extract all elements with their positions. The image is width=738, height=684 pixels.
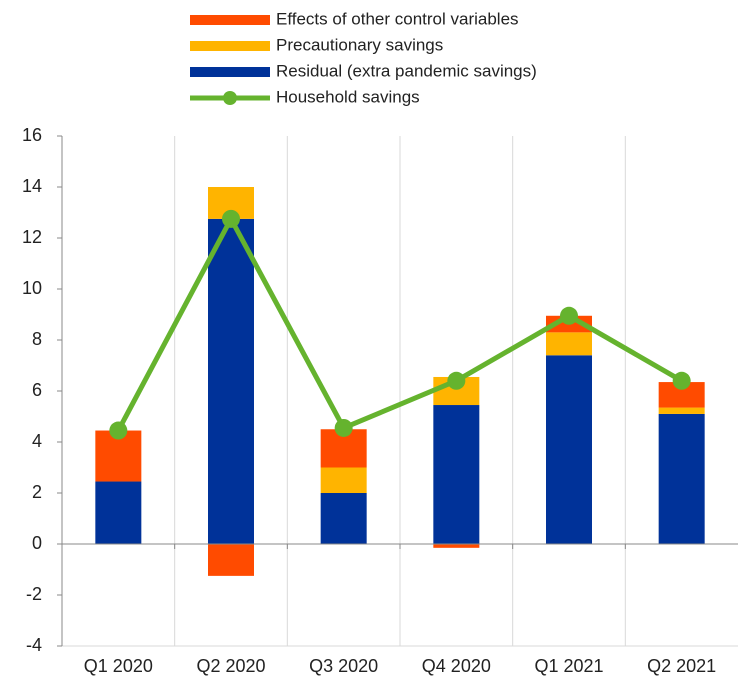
bar-segment <box>320 493 367 544</box>
legend-swatch <box>190 67 270 77</box>
y-tick-label: 12 <box>22 227 42 247</box>
y-tick-label: 0 <box>32 533 42 553</box>
bar-segment <box>433 405 480 544</box>
x-tick-label: Q1 2021 <box>534 656 603 676</box>
legend-label: Effects of other control variables <box>276 9 519 28</box>
bar-segment <box>320 467 367 493</box>
bar-segment <box>433 544 480 548</box>
bar-segment <box>546 355 592 544</box>
bar-segment <box>208 218 254 544</box>
x-tick-label: Q2 2021 <box>647 656 716 676</box>
y-tick-label: -4 <box>26 635 42 655</box>
bar-segment <box>658 407 705 414</box>
line-marker <box>672 371 691 390</box>
line <box>116 213 683 432</box>
y-tick-label: 4 <box>32 431 42 451</box>
line-marker <box>334 418 353 437</box>
bar-segment <box>546 332 592 356</box>
y-tick-label: 8 <box>32 329 42 349</box>
x-tick-label: Q4 2020 <box>422 656 491 676</box>
bar-segment <box>95 481 142 544</box>
legend-swatch <box>190 41 270 51</box>
y-tick-label: 14 <box>22 176 42 196</box>
line-marker <box>109 421 128 440</box>
legend-label: Residual (extra pandemic savings) <box>276 61 537 80</box>
bar-segment <box>658 413 705 544</box>
bar-segment <box>208 544 254 576</box>
legend-label: Precautionary savings <box>276 35 443 54</box>
legend-swatch <box>190 15 270 25</box>
x-tick-label: Q2 2020 <box>196 656 265 676</box>
y-tick-label: 10 <box>22 278 42 298</box>
legend-label: Household savings <box>276 87 420 106</box>
y-tick-label: 2 <box>32 482 42 502</box>
x-tick-label: Q3 2020 <box>309 656 378 676</box>
x-tick-label: Q1 2020 <box>84 656 153 676</box>
y-tick-label: -2 <box>26 584 42 604</box>
line-marker <box>447 371 466 390</box>
line-marker <box>222 209 240 228</box>
legend-marker <box>223 91 237 105</box>
y-tick-label: 16 <box>22 125 42 145</box>
line-marker <box>560 306 578 325</box>
y-tick-label: 6 <box>32 380 42 400</box>
